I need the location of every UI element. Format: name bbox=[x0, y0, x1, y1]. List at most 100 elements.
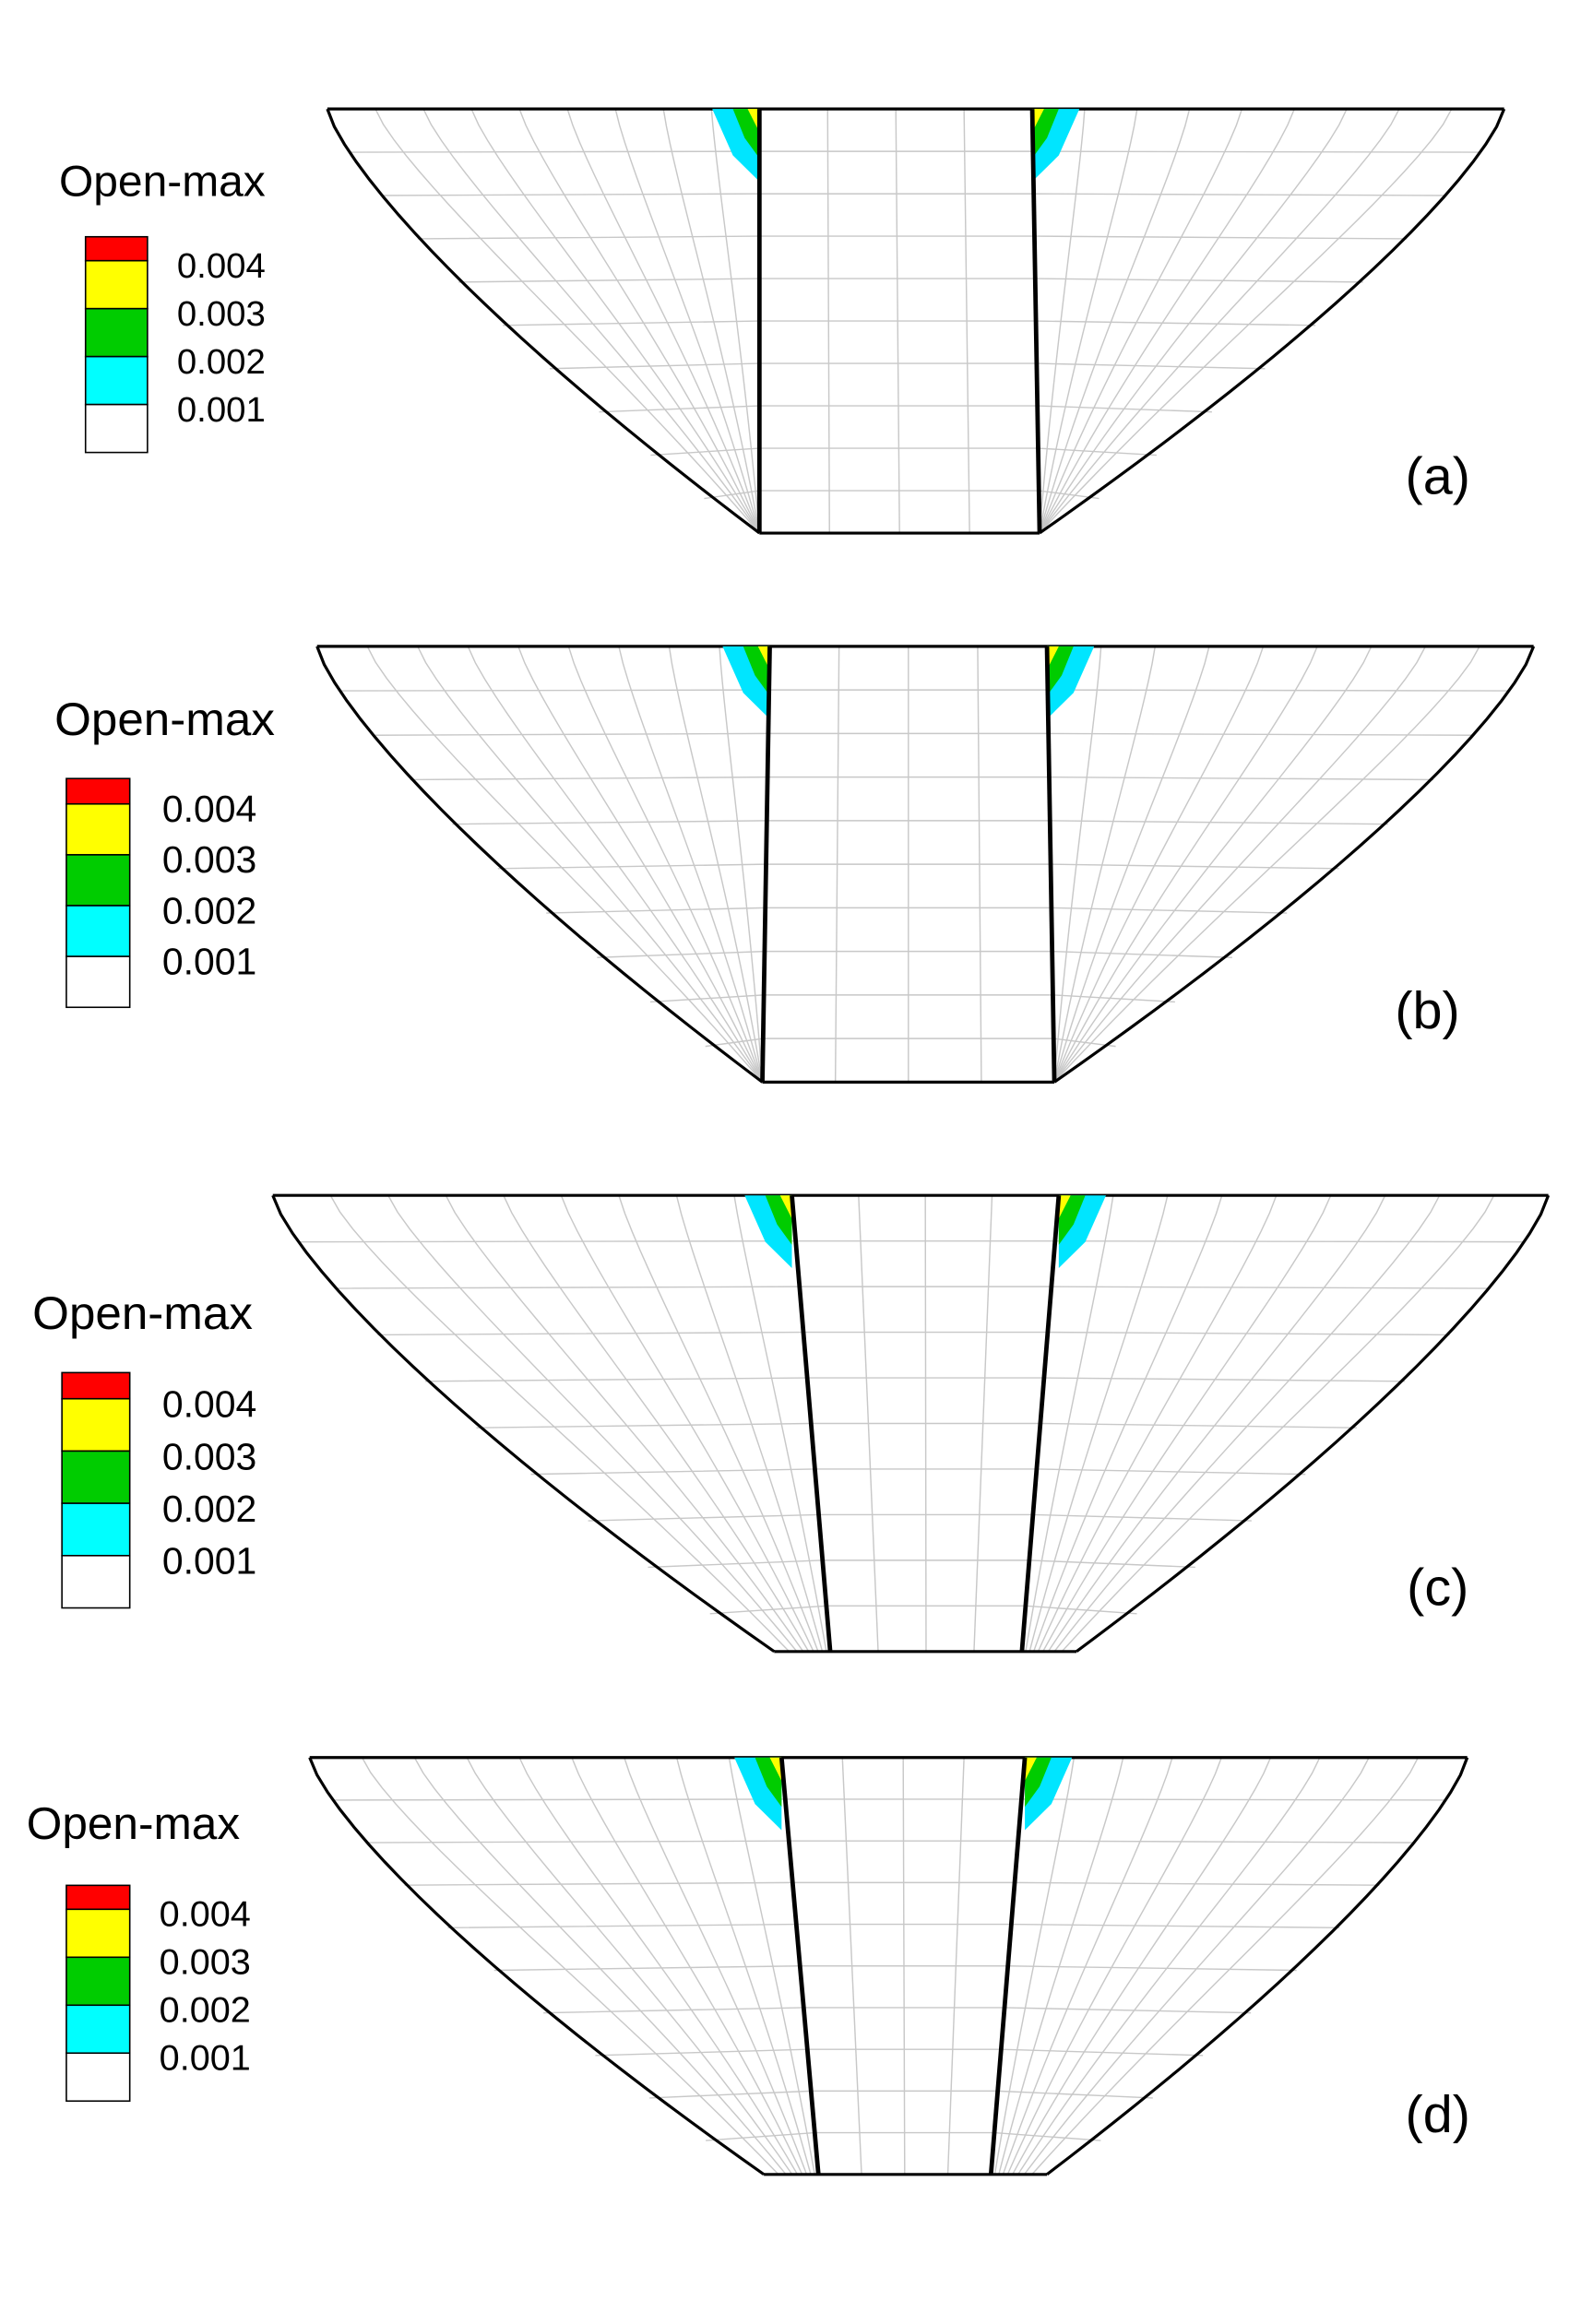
mesh-line bbox=[571, 1757, 803, 2176]
legend-label: 0.003 bbox=[177, 295, 266, 334]
mesh-line bbox=[650, 447, 1157, 456]
mesh-line bbox=[1037, 1194, 1278, 1653]
mesh-line bbox=[380, 193, 1447, 196]
mesh-line bbox=[413, 1757, 787, 2176]
mesh-line bbox=[334, 1286, 1491, 1289]
mesh-line bbox=[349, 150, 1481, 153]
legend-swatch bbox=[61, 1397, 131, 1452]
legend-label: 0.002 bbox=[177, 343, 266, 382]
legend-label: 0.002 bbox=[160, 1990, 251, 2031]
mesh-line bbox=[1053, 646, 1427, 1083]
legend-swatch bbox=[61, 1555, 131, 1609]
legend-label: 0.001 bbox=[177, 391, 266, 430]
mesh-line bbox=[1006, 1757, 1222, 2176]
joint bbox=[1019, 1195, 1062, 1652]
dam-panel: Open-max 0.004 0.003 0.002 0.001 (d) bbox=[27, 1756, 1470, 2176]
legend-swatch bbox=[84, 355, 149, 406]
mesh-line bbox=[1053, 646, 1102, 1083]
joint bbox=[779, 1757, 821, 2175]
patch bbox=[1058, 1195, 1086, 1245]
legend-label: 0.004 bbox=[162, 1383, 256, 1426]
mesh-line bbox=[530, 1468, 1306, 1476]
mesh-line bbox=[1039, 108, 1348, 534]
legend-swatch bbox=[65, 854, 131, 907]
mesh-line bbox=[993, 1757, 1076, 2175]
patch bbox=[732, 109, 760, 159]
mesh-line bbox=[387, 1194, 798, 1653]
dam-panel: Open-max 0.004 0.003 0.002 0.001 (a) bbox=[59, 107, 1506, 535]
mesh-line bbox=[709, 1605, 1137, 1615]
mesh-line bbox=[733, 1195, 827, 1652]
legend-label: 0.002 bbox=[162, 890, 256, 932]
legend-swatch bbox=[84, 307, 149, 358]
mesh-line bbox=[618, 646, 764, 1083]
mesh-line bbox=[1002, 1757, 1173, 2176]
abutment bbox=[1076, 1194, 1551, 1654]
legend-swatch bbox=[84, 259, 149, 310]
legend-swatch bbox=[84, 235, 149, 262]
mesh-line bbox=[1039, 108, 1295, 534]
mesh-line bbox=[470, 108, 760, 534]
legend-swatch bbox=[61, 1502, 131, 1557]
mesh-line bbox=[493, 1965, 1297, 1972]
mesh-line bbox=[339, 689, 1510, 692]
mesh-line bbox=[1047, 1194, 1386, 1653]
mesh-line bbox=[503, 1194, 810, 1653]
legend-swatch bbox=[65, 1884, 131, 1911]
mesh-line bbox=[1039, 108, 1243, 534]
mesh-line bbox=[517, 646, 764, 1083]
panel-label: (d) bbox=[1406, 2085, 1470, 2144]
abutment bbox=[315, 646, 764, 1084]
mesh-line bbox=[543, 2007, 1252, 2014]
mesh-line bbox=[998, 1757, 1124, 2175]
legend-label: 0.004 bbox=[160, 1894, 251, 1935]
legend-swatch bbox=[65, 955, 131, 1009]
legend-swatch bbox=[65, 905, 131, 957]
mesh-line bbox=[374, 108, 760, 534]
mesh-line bbox=[706, 2131, 1101, 2141]
mesh-line bbox=[546, 907, 1288, 914]
legend-swatch bbox=[61, 1371, 131, 1400]
mesh-line bbox=[567, 646, 764, 1083]
mesh-line bbox=[649, 994, 1175, 1003]
mesh-line bbox=[675, 1195, 824, 1652]
mesh-line bbox=[588, 1513, 1252, 1522]
mesh-line bbox=[597, 950, 1232, 958]
patch bbox=[1032, 109, 1059, 159]
mesh-line bbox=[297, 1239, 1525, 1243]
abutment bbox=[326, 108, 761, 535]
mesh-line bbox=[424, 1377, 1406, 1382]
mesh-line bbox=[1039, 109, 1138, 534]
mesh-line bbox=[1039, 108, 1191, 534]
mesh-line bbox=[624, 1757, 808, 2176]
legend-label: 0.001 bbox=[160, 2038, 251, 2079]
joint bbox=[1044, 646, 1057, 1083]
legend-title: Open-max bbox=[27, 1798, 241, 1849]
mesh-line bbox=[445, 1194, 804, 1653]
panel-label: (b) bbox=[1395, 981, 1459, 1040]
mesh-line bbox=[550, 362, 1266, 370]
mesh-line bbox=[599, 405, 1212, 413]
mesh-line bbox=[1012, 1757, 1272, 2176]
legend-swatch bbox=[65, 2004, 131, 2055]
mesh-line bbox=[410, 776, 1434, 781]
mesh-line bbox=[1025, 1195, 1114, 1652]
legend-swatch bbox=[65, 1908, 131, 1959]
mesh-line bbox=[649, 2090, 1153, 2099]
patch bbox=[1025, 1757, 1052, 1808]
mesh-line bbox=[1053, 646, 1265, 1083]
mesh-line bbox=[595, 2048, 1204, 2057]
patch bbox=[1058, 1195, 1071, 1219]
mesh-line bbox=[618, 1195, 819, 1653]
patch bbox=[743, 646, 770, 696]
mesh-line bbox=[452, 820, 1388, 825]
mesh-line bbox=[1039, 109, 1086, 534]
legend-swatch bbox=[84, 403, 149, 454]
mesh-line bbox=[1053, 1194, 1441, 1653]
joint bbox=[760, 646, 772, 1083]
legend-label: 0.004 bbox=[162, 788, 256, 830]
mesh-line bbox=[1061, 1194, 1495, 1653]
legend-label: 0.004 bbox=[177, 247, 266, 286]
mesh-line bbox=[1039, 108, 1400, 534]
